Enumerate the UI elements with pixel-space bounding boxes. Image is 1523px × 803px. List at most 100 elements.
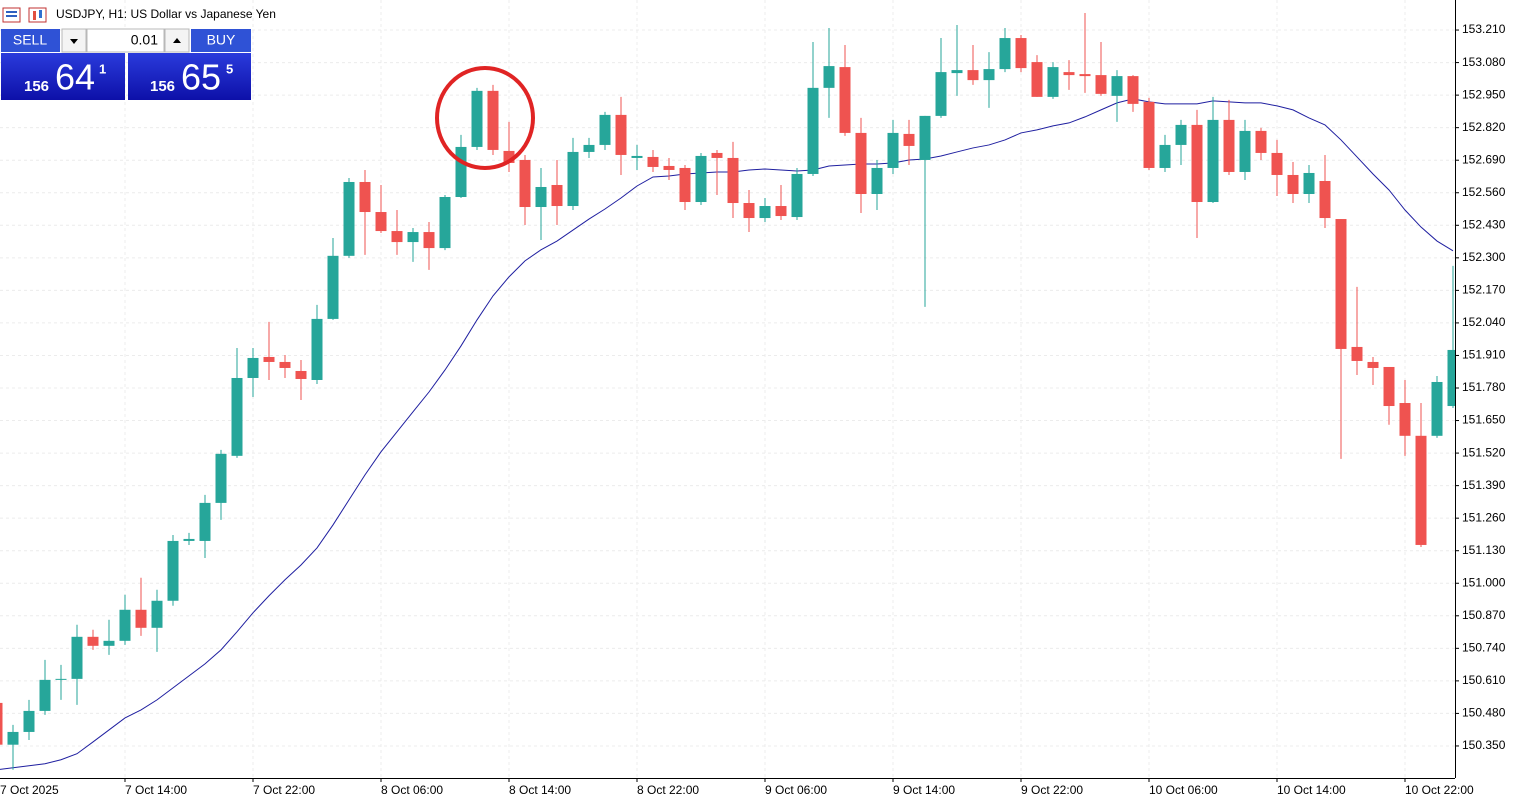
title-bar: USDJPY, H1: US Dollar vs Japanese Yen xyxy=(2,7,276,23)
candle-body xyxy=(535,186,547,208)
candle-body xyxy=(1095,75,1107,94)
candle-body xyxy=(871,167,883,194)
icon-bar xyxy=(39,10,42,18)
y-tick-label: 151.650 xyxy=(1462,413,1506,427)
candle-body xyxy=(359,181,371,213)
candle-body xyxy=(919,115,931,160)
candle-body xyxy=(1127,76,1139,104)
candle-body xyxy=(903,133,915,146)
y-tick-label: 152.040 xyxy=(1462,315,1506,329)
candle-body xyxy=(1047,67,1059,97)
x-tick-label: 8 Oct 22:00 xyxy=(637,783,699,797)
candle-body xyxy=(375,212,387,232)
x-tick-label: 10 Oct 06:00 xyxy=(1149,783,1218,797)
buy-price-box[interactable] xyxy=(128,53,251,100)
x-tick-label: 9 Oct 22:00 xyxy=(1021,783,1083,797)
candle-body xyxy=(1431,381,1443,436)
candle-body xyxy=(455,146,467,198)
y-tick-label: 150.350 xyxy=(1462,738,1506,752)
candle-body xyxy=(247,357,259,378)
candle-body xyxy=(567,151,579,207)
candle-body xyxy=(1015,38,1027,69)
y-tick-label: 152.430 xyxy=(1462,217,1506,231)
x-tick-label: 9 Oct 14:00 xyxy=(893,783,955,797)
candle-body xyxy=(695,155,707,203)
candle-body xyxy=(983,69,995,81)
y-tick-label: 152.820 xyxy=(1462,120,1506,134)
candle-body xyxy=(1207,119,1219,203)
candle-body xyxy=(999,38,1011,70)
down-arrow xyxy=(70,39,78,44)
candle-body xyxy=(215,453,227,503)
candle-body xyxy=(1287,174,1299,194)
candle-body xyxy=(1271,152,1283,175)
candle-body xyxy=(967,70,979,81)
x-tick-label: 8 Oct 14:00 xyxy=(509,783,571,797)
candle-body xyxy=(1191,124,1203,203)
y-tick-label: 152.690 xyxy=(1462,152,1506,166)
sell-button[interactable] xyxy=(1,29,60,52)
candle-body xyxy=(151,600,163,628)
candle-body xyxy=(823,66,835,88)
candle-body xyxy=(7,731,19,745)
candle-body xyxy=(1335,219,1347,349)
candle-body xyxy=(1079,74,1091,77)
candle-body xyxy=(679,167,691,203)
candle-body xyxy=(199,502,211,541)
candle-body xyxy=(887,132,899,168)
candle-body xyxy=(855,132,867,194)
candle-body xyxy=(1319,180,1331,219)
candle-body xyxy=(0,702,3,745)
trade-panel: SELL 0.01 BUY 156 64 1 156 65 5 xyxy=(1,28,251,100)
candle-body xyxy=(311,318,323,380)
candle-body xyxy=(1063,72,1075,76)
candle-body xyxy=(407,232,419,243)
x-tick-label: 7 Oct 22:00 xyxy=(253,783,315,797)
buy-label: BUY xyxy=(207,32,236,48)
candle-body xyxy=(87,636,99,646)
candle-body xyxy=(951,70,963,74)
candle-body xyxy=(839,67,851,133)
buy-button[interactable] xyxy=(191,29,251,52)
volume-input[interactable] xyxy=(86,28,165,53)
candle-body xyxy=(1415,435,1427,545)
candle-body xyxy=(231,377,243,456)
icon-bar xyxy=(6,15,17,17)
candle-body xyxy=(615,114,627,155)
y-tick-label: 150.610 xyxy=(1462,673,1506,687)
sell-price-box[interactable] xyxy=(1,53,125,100)
candle-body xyxy=(71,636,83,679)
candle-body xyxy=(423,232,435,249)
candle-body xyxy=(1111,76,1123,96)
candle-body xyxy=(23,710,35,732)
buy-pips: 65 xyxy=(181,57,221,98)
y-tick-label: 151.910 xyxy=(1462,348,1506,362)
sell-pips: 64 xyxy=(55,57,95,98)
chart-icon xyxy=(28,7,47,23)
candle-body xyxy=(727,157,739,204)
candle-body xyxy=(1399,403,1411,436)
candle-body xyxy=(503,150,515,163)
candle-body xyxy=(103,640,115,646)
y-tick-label: 152.300 xyxy=(1462,250,1506,264)
candle-body xyxy=(295,370,307,379)
y-tick-label: 150.870 xyxy=(1462,608,1506,622)
x-tick-label: 7 Oct 14:00 xyxy=(125,783,187,797)
candle-body xyxy=(519,159,531,208)
y-tick-label: 152.560 xyxy=(1462,185,1506,199)
icon-bar xyxy=(6,11,17,13)
x-tick-label: 9 Oct 06:00 xyxy=(765,783,827,797)
y-tick-label: 150.740 xyxy=(1462,641,1506,655)
candle-body xyxy=(935,72,947,116)
y-tick-label: 150.480 xyxy=(1462,706,1506,720)
candle-body xyxy=(439,197,451,249)
candle-body xyxy=(167,540,179,601)
candle-body xyxy=(1447,349,1455,407)
candle-body xyxy=(135,609,147,628)
candle-body xyxy=(775,206,787,217)
y-tick-label: 151.780 xyxy=(1462,380,1506,394)
y-tick-label: 151.520 xyxy=(1462,445,1506,459)
candle-body xyxy=(391,231,403,243)
